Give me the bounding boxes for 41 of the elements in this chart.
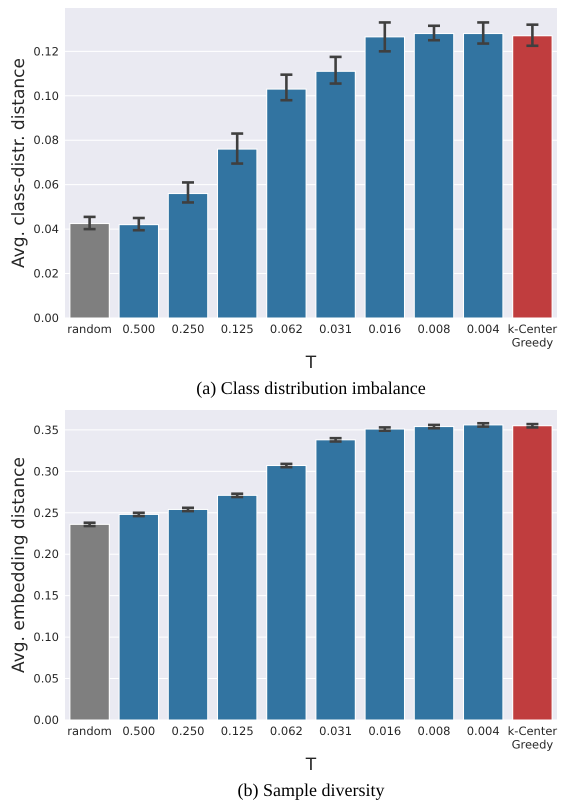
y-tick-label: 0.00 <box>33 713 59 728</box>
y-tick-label: 0.20 <box>33 547 59 562</box>
x-tick-label: 0.004 <box>466 724 500 738</box>
x-tick-label: 0.250 <box>172 724 204 738</box>
y-tick-label: 0.05 <box>33 672 59 686</box>
text: (a) Class distribution imbalance <box>196 378 426 398</box>
y-tick-label: 0.06 <box>33 178 59 192</box>
y-tick-label: 0.15 <box>33 588 59 603</box>
x-tick-label: 0.125 <box>220 724 254 738</box>
y-axis-title: Avg. embedding distance <box>9 457 29 673</box>
text: (b) Sample diversity <box>238 780 384 800</box>
y-tick-label: 0.25 <box>33 506 59 520</box>
x-tick-label: k-Center Greedy <box>508 322 558 350</box>
y-tick-label: 0.08 <box>33 133 59 148</box>
x-tick-label: 0.008 <box>418 322 450 336</box>
x-tick-label: 0.031 <box>319 724 352 738</box>
x-tick-label: 0.016 <box>368 724 402 738</box>
x-tick-label: 0.500 <box>122 322 156 336</box>
x-tick-label: random <box>67 724 112 738</box>
x-tick-label: k-Center Greedy <box>508 724 558 752</box>
x-tick-label: 0.062 <box>270 322 303 336</box>
x-tick-label: 0.008 <box>418 724 450 738</box>
y-tick-label: 0.00 <box>33 311 59 326</box>
y-tick-label: 0.02 <box>33 266 59 281</box>
x-tick-label: 0.125 <box>220 322 254 336</box>
y-tick-label: 0.35 <box>33 422 59 437</box>
x-tick-label: 0.500 <box>122 724 156 738</box>
y-tick-label: 0.12 <box>33 44 59 58</box>
x-axis-title: T <box>304 755 317 775</box>
y-axis-title: Avg. class-distr. distance <box>9 58 29 268</box>
y-tick-label: 0.30 <box>33 464 59 478</box>
x-tick-label: random <box>67 322 112 336</box>
x-tick-label: 0.016 <box>368 322 402 336</box>
x-tick-label: 0.062 <box>270 724 303 738</box>
y-tick-label: 0.10 <box>33 88 59 103</box>
x-tick-label: 0.031 <box>319 322 352 336</box>
x-tick-label: 0.250 <box>172 322 204 336</box>
x-axis-title: T <box>304 353 317 373</box>
y-tick-label: 0.10 <box>33 630 59 644</box>
x-tick-label: 0.004 <box>466 322 500 336</box>
y-tick-label: 0.04 <box>33 222 59 236</box>
